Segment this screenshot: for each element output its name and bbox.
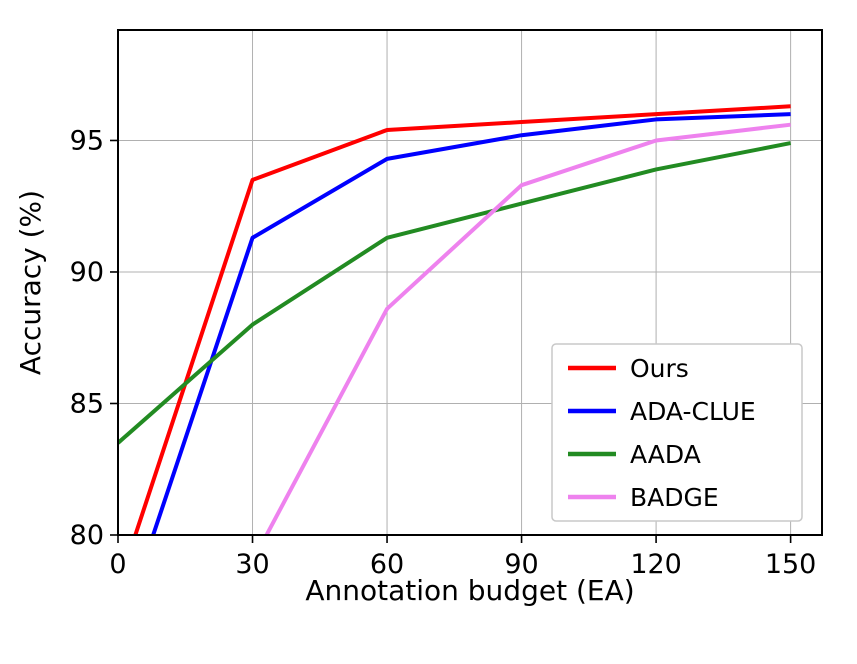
- y-axis: 80 85 90 95: [70, 125, 118, 551]
- y-tick-label: 85: [70, 388, 104, 419]
- x-axis-label: Annotation budget (EA): [305, 574, 634, 607]
- y-tick-label: 80: [70, 520, 104, 551]
- series-line-aada: [118, 141, 791, 445]
- legend-label: ADA-CLUE: [630, 397, 756, 426]
- x-tick-label: 120: [630, 549, 682, 580]
- x-tick-label: 0: [109, 549, 126, 580]
- series-group: [118, 104, 791, 535]
- x-tick-label: 150: [765, 549, 817, 580]
- legend-label: AADA: [630, 440, 701, 469]
- legend-label: Ours: [630, 354, 689, 383]
- x-tick-label: 30: [235, 549, 269, 580]
- x-tick-label: 60: [370, 549, 404, 580]
- y-axis-label: Accuracy (%): [14, 190, 47, 375]
- legend-item-badge: BADGE: [568, 483, 719, 512]
- legend-item-aada: AADA: [568, 440, 701, 469]
- legend-item-ours: Ours: [568, 354, 689, 383]
- legend: Ours ADA-CLUE AADA BADGE: [551, 343, 803, 522]
- y-tick-label: 95: [70, 125, 104, 156]
- series-line-badge: [264, 122, 791, 535]
- legend-label: BADGE: [630, 483, 719, 512]
- legend-box: [551, 343, 803, 522]
- legend-item-ada-clue: ADA-CLUE: [568, 397, 756, 426]
- series-line-ours: [133, 104, 791, 535]
- series-line-ada-clue: [151, 112, 791, 535]
- x-tick-label: 90: [504, 549, 538, 580]
- y-tick-label: 90: [70, 257, 104, 288]
- x-axis: 0 30 60 90 120 150: [109, 535, 816, 580]
- plot-border: [117, 29, 823, 536]
